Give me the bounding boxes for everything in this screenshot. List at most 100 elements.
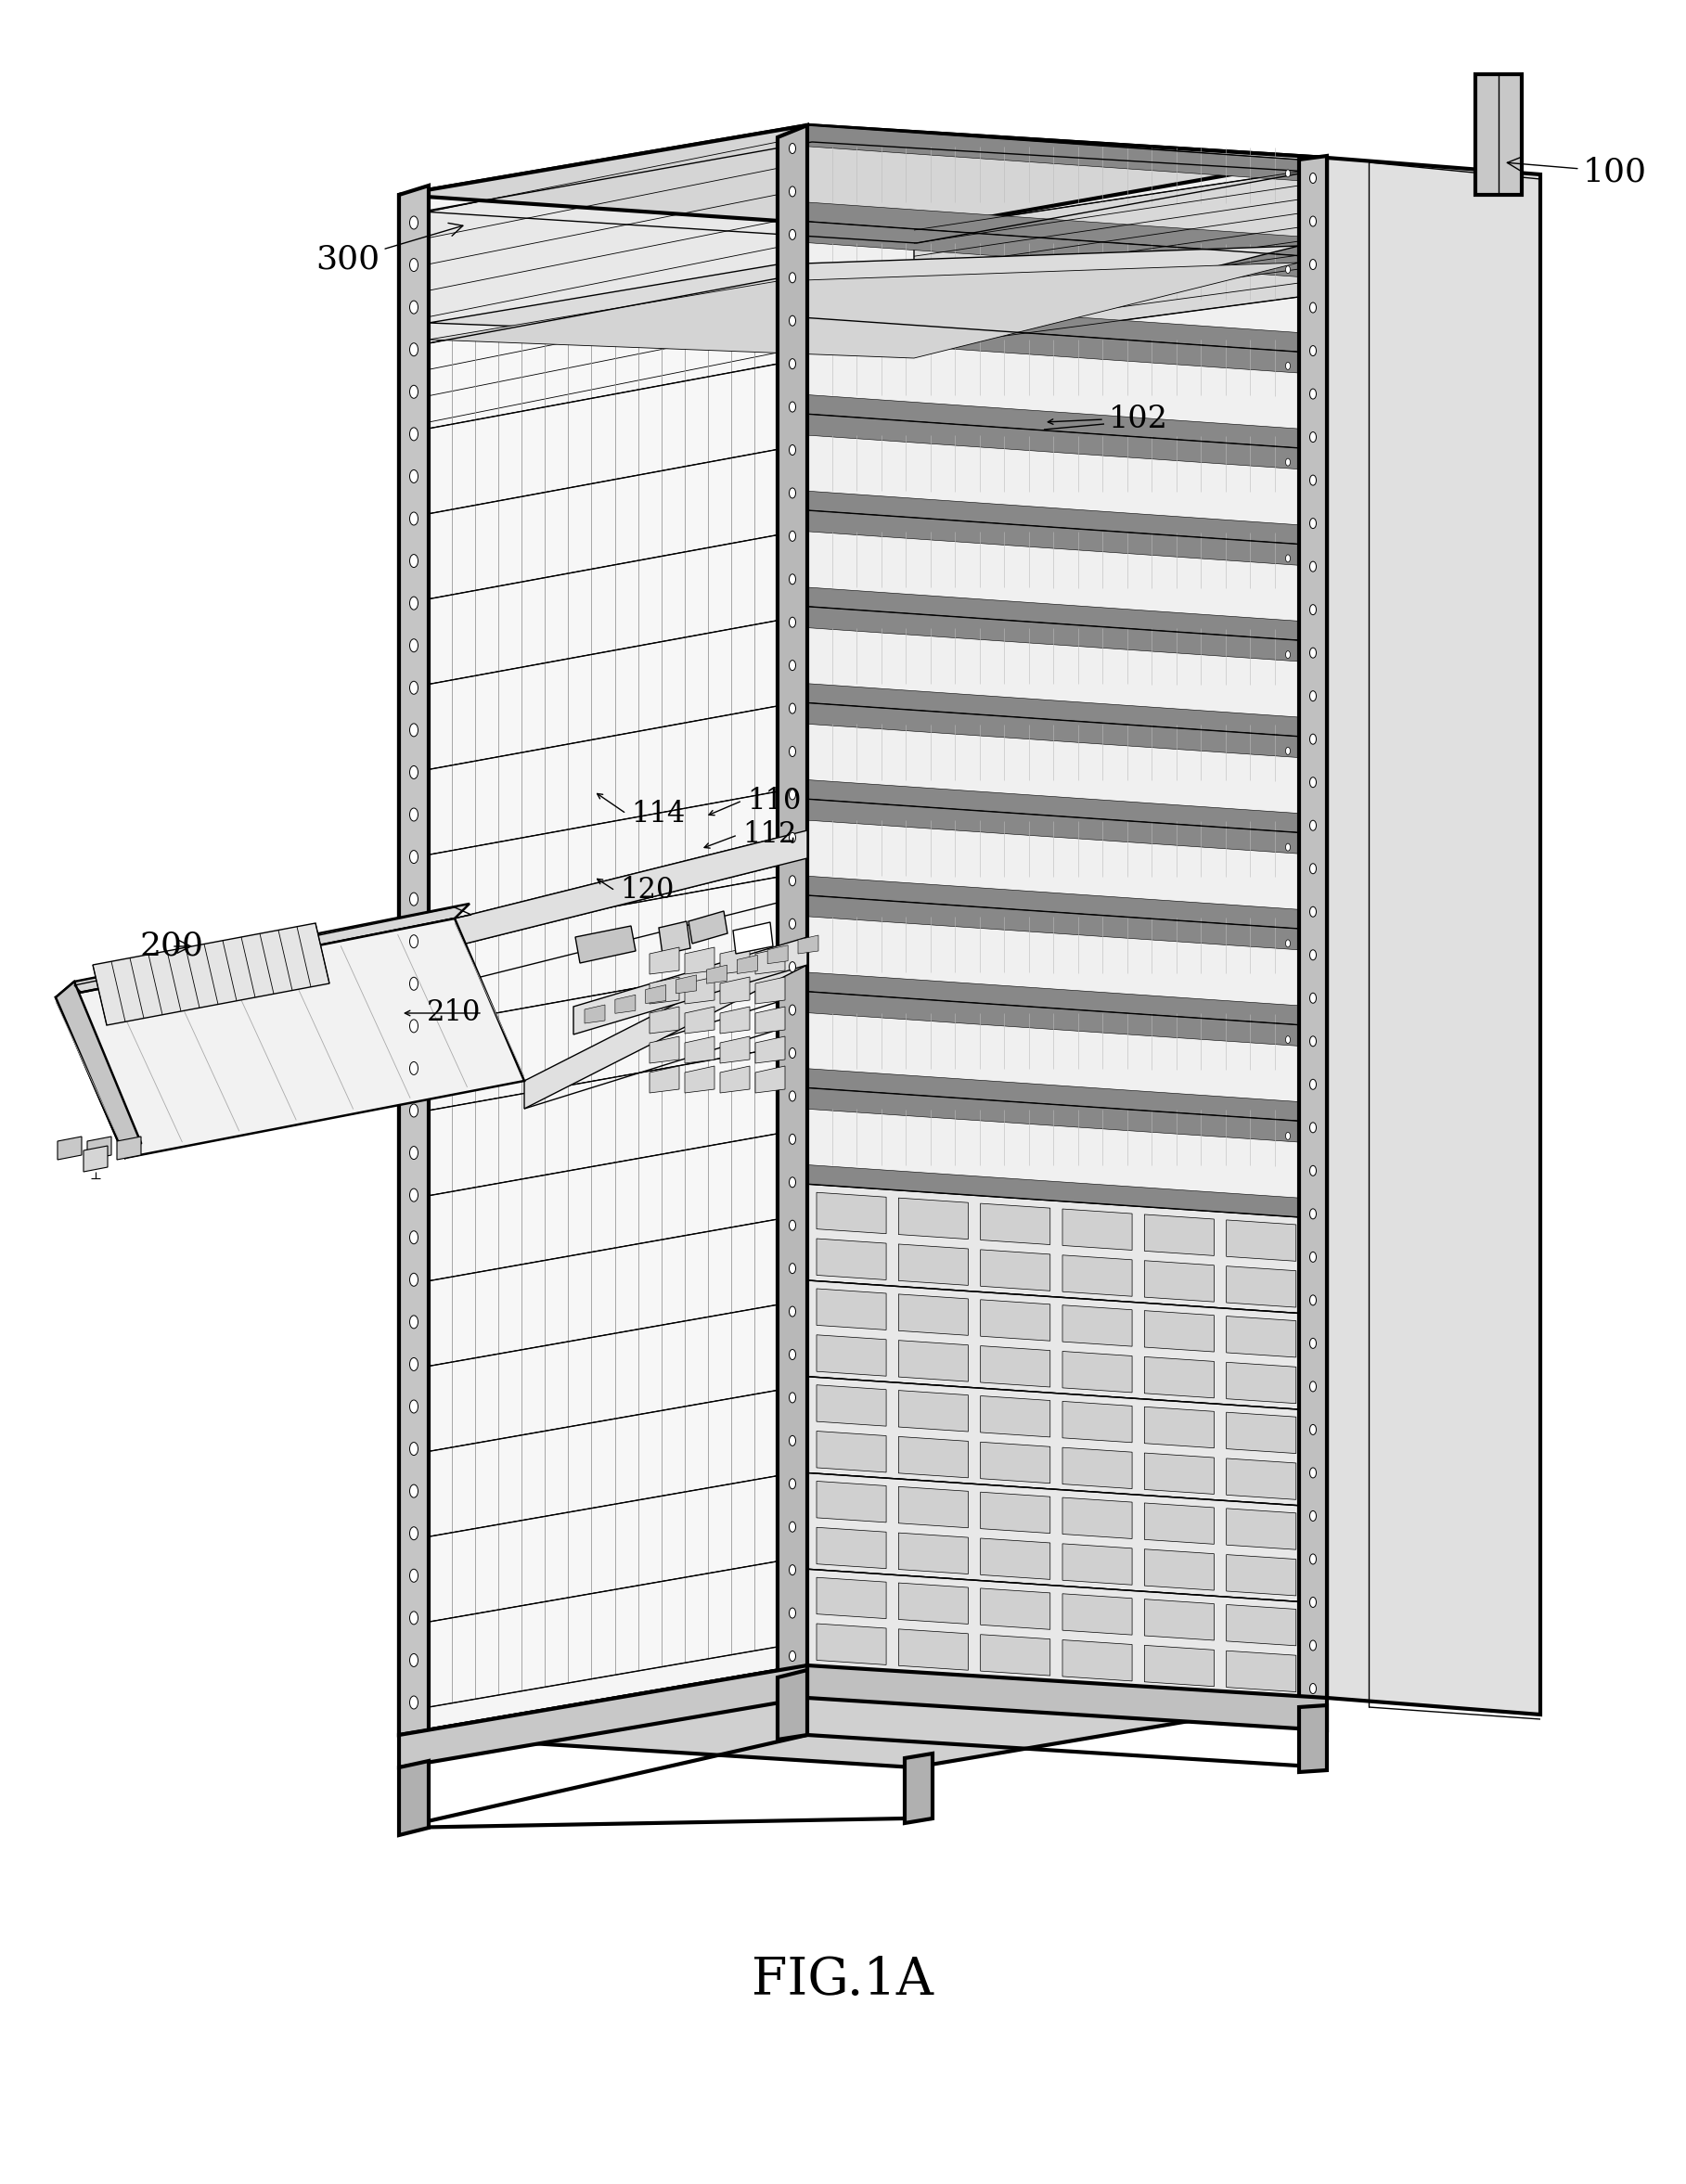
Polygon shape bbox=[981, 1492, 1050, 1533]
Polygon shape bbox=[428, 791, 777, 939]
Ellipse shape bbox=[410, 893, 418, 906]
Polygon shape bbox=[797, 935, 818, 954]
Ellipse shape bbox=[1310, 994, 1317, 1002]
Ellipse shape bbox=[1310, 1597, 1317, 1607]
Ellipse shape bbox=[410, 1612, 418, 1625]
Polygon shape bbox=[816, 1238, 887, 1280]
Ellipse shape bbox=[1310, 1555, 1317, 1564]
Polygon shape bbox=[808, 703, 1300, 832]
Polygon shape bbox=[428, 1562, 777, 1708]
Polygon shape bbox=[720, 948, 750, 974]
Polygon shape bbox=[428, 142, 777, 422]
Polygon shape bbox=[688, 911, 727, 943]
Polygon shape bbox=[428, 1219, 777, 1367]
Ellipse shape bbox=[1310, 821, 1317, 830]
Polygon shape bbox=[56, 904, 469, 998]
Polygon shape bbox=[808, 1472, 1300, 1601]
Polygon shape bbox=[808, 992, 1300, 1120]
Polygon shape bbox=[899, 1295, 968, 1334]
Ellipse shape bbox=[1310, 389, 1317, 400]
Ellipse shape bbox=[789, 446, 796, 454]
Ellipse shape bbox=[410, 723, 418, 736]
Ellipse shape bbox=[410, 681, 418, 695]
Ellipse shape bbox=[789, 1350, 796, 1361]
Polygon shape bbox=[720, 1066, 750, 1092]
Ellipse shape bbox=[410, 555, 418, 568]
Ellipse shape bbox=[1286, 747, 1290, 756]
Ellipse shape bbox=[410, 428, 418, 441]
Ellipse shape bbox=[1286, 170, 1290, 177]
Polygon shape bbox=[1062, 1210, 1131, 1249]
Ellipse shape bbox=[789, 1048, 796, 1057]
Polygon shape bbox=[777, 124, 808, 1677]
Polygon shape bbox=[808, 203, 1300, 256]
Ellipse shape bbox=[789, 1092, 796, 1101]
Polygon shape bbox=[685, 1037, 715, 1064]
Polygon shape bbox=[808, 395, 1300, 448]
Polygon shape bbox=[808, 1164, 1300, 1216]
Polygon shape bbox=[428, 450, 777, 598]
Polygon shape bbox=[808, 1376, 1300, 1505]
Polygon shape bbox=[428, 705, 777, 854]
Polygon shape bbox=[1062, 1544, 1131, 1586]
Ellipse shape bbox=[1310, 1295, 1317, 1306]
Ellipse shape bbox=[1310, 1251, 1317, 1262]
Ellipse shape bbox=[1310, 1079, 1317, 1090]
Polygon shape bbox=[685, 948, 715, 974]
Ellipse shape bbox=[789, 1005, 796, 1016]
Ellipse shape bbox=[410, 1653, 418, 1666]
Polygon shape bbox=[1226, 1555, 1297, 1597]
Polygon shape bbox=[899, 1437, 968, 1479]
Polygon shape bbox=[981, 1345, 1050, 1387]
Polygon shape bbox=[808, 607, 1300, 662]
Ellipse shape bbox=[410, 470, 418, 483]
Polygon shape bbox=[808, 972, 1300, 1024]
Polygon shape bbox=[676, 974, 696, 994]
Polygon shape bbox=[981, 1538, 1050, 1579]
Polygon shape bbox=[808, 1666, 1327, 1730]
Text: 300: 300 bbox=[315, 223, 464, 275]
Polygon shape bbox=[649, 948, 679, 974]
Polygon shape bbox=[1145, 1452, 1214, 1494]
Polygon shape bbox=[733, 922, 772, 954]
Polygon shape bbox=[755, 976, 786, 1005]
Polygon shape bbox=[808, 876, 1300, 928]
Ellipse shape bbox=[1310, 518, 1317, 529]
Ellipse shape bbox=[789, 358, 796, 369]
Polygon shape bbox=[685, 1007, 715, 1033]
Polygon shape bbox=[428, 1391, 777, 1538]
Polygon shape bbox=[816, 1577, 887, 1618]
Ellipse shape bbox=[789, 487, 796, 498]
Polygon shape bbox=[981, 1634, 1050, 1675]
Text: 200: 200 bbox=[140, 930, 204, 963]
Polygon shape bbox=[755, 1007, 786, 1033]
Polygon shape bbox=[1145, 1599, 1214, 1640]
Polygon shape bbox=[1062, 1352, 1131, 1393]
Ellipse shape bbox=[410, 1273, 418, 1286]
Ellipse shape bbox=[1310, 1684, 1317, 1693]
Ellipse shape bbox=[410, 1485, 418, 1498]
Ellipse shape bbox=[1310, 561, 1317, 572]
Polygon shape bbox=[1062, 1402, 1131, 1441]
Text: FIG.1A: FIG.1A bbox=[752, 1955, 934, 2007]
Polygon shape bbox=[1300, 155, 1327, 1699]
Polygon shape bbox=[1226, 1651, 1297, 1693]
Polygon shape bbox=[1145, 1356, 1214, 1398]
Polygon shape bbox=[737, 954, 757, 974]
Polygon shape bbox=[981, 1441, 1050, 1483]
Polygon shape bbox=[428, 620, 777, 769]
Polygon shape bbox=[524, 937, 808, 1109]
Text: 120: 120 bbox=[620, 876, 674, 904]
Polygon shape bbox=[428, 1048, 777, 1195]
Text: 210: 210 bbox=[427, 998, 481, 1026]
Ellipse shape bbox=[789, 961, 796, 972]
Polygon shape bbox=[808, 799, 1300, 854]
Polygon shape bbox=[1226, 1509, 1297, 1551]
Ellipse shape bbox=[410, 301, 418, 314]
Polygon shape bbox=[1226, 1221, 1297, 1260]
Polygon shape bbox=[808, 992, 1300, 1046]
Ellipse shape bbox=[410, 1105, 418, 1116]
Polygon shape bbox=[573, 937, 808, 1035]
Ellipse shape bbox=[410, 1232, 418, 1245]
Polygon shape bbox=[816, 1192, 887, 1234]
